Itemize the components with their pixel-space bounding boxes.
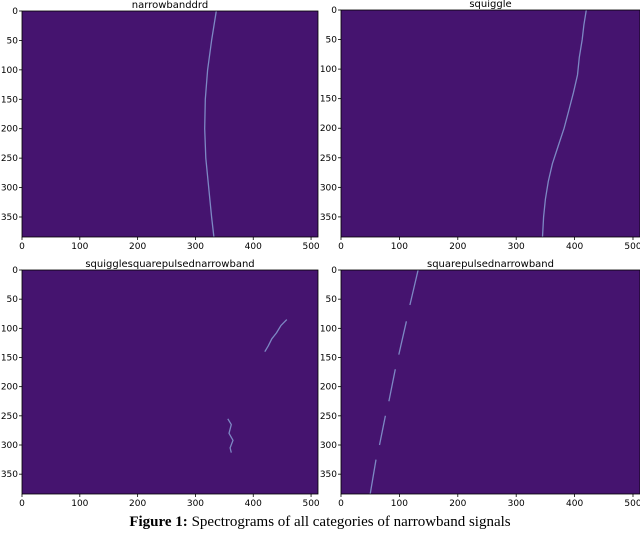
y-tick-label: 350 (1, 213, 18, 223)
axes-frame (21, 10, 319, 238)
y-tick-label: 300 (320, 183, 337, 193)
y-tick-label: 250 (320, 412, 337, 422)
x-tick-label: 500 (624, 499, 640, 509)
x-tick-label: 300 (508, 242, 525, 252)
signal-pulse-4 (378, 415, 387, 446)
y-tick-label: 100 (1, 66, 18, 76)
y-tick-label: 200 (1, 125, 18, 135)
axes-frame (340, 9, 640, 238)
spectrogram-panel-2: squiggle 0 100 200 300 400 500 0 50 100 150 200 250 3… (320, 0, 640, 252)
x-tick-label: 100 (391, 499, 408, 509)
x-tick-label: 200 (129, 242, 146, 252)
x-tick-label: 300 (187, 499, 204, 509)
signal-pulse-3 (388, 369, 396, 402)
x-tick-label: 300 (508, 499, 525, 509)
y-tick-label: 100 (1, 324, 18, 334)
x-tick-label: 0 (19, 499, 25, 509)
y-tick-label: 300 (1, 184, 18, 194)
x-tick-label: 200 (449, 499, 466, 509)
panel-title: squiggle (469, 0, 511, 10)
x-tick-label: 400 (245, 499, 262, 509)
y-tick-label: 200 (320, 124, 337, 134)
y-tick-label: 150 (1, 354, 18, 364)
y-tick-label: 200 (320, 383, 337, 393)
x-tick-label: 400 (566, 242, 583, 252)
y-tick-label: 250 (320, 154, 337, 164)
signal-trace (541, 9, 587, 238)
x-tick-label: 100 (391, 242, 408, 252)
axes-frame (340, 269, 640, 495)
y-tick-label: 250 (1, 154, 18, 164)
y-tick-label: 0 (331, 266, 337, 276)
axes-frame (21, 269, 319, 495)
y-tick-label: 300 (1, 441, 18, 451)
x-tick-label: 500 (302, 242, 319, 252)
spectrogram-panel-3: squigglesquarepulsednarrowband 0 100 200 300… (1, 259, 320, 509)
y-tick-label: 250 (1, 412, 18, 422)
y-tick-label: 50 (326, 36, 338, 46)
y-tick-label: 200 (1, 383, 18, 393)
x-tick-label: 0 (338, 499, 344, 509)
x-tick-label: 400 (566, 499, 583, 509)
y-tick-label: 50 (7, 295, 19, 305)
x-tick-label: 400 (245, 242, 262, 252)
signal-pulse-2 (398, 321, 408, 355)
x-tick-label: 500 (302, 499, 319, 509)
x-tick-label: 0 (338, 242, 344, 252)
y-tick-label: 100 (320, 324, 337, 334)
y-tick-label: 0 (331, 6, 337, 16)
heatmap-area (341, 10, 640, 237)
y-tick-label: 50 (326, 295, 338, 305)
y-tick-label: 350 (1, 470, 18, 480)
y-tick-label: 50 (7, 36, 19, 46)
y-tick-label: 350 (320, 213, 337, 223)
y-tick-label: 0 (12, 266, 18, 276)
y-tick-label: 150 (320, 95, 337, 105)
panel-title: squarepulsednarrowband (427, 259, 554, 270)
x-tick-label: 100 (71, 242, 88, 252)
panel-title: squigglesquarepulsednarrowband (85, 259, 254, 270)
heatmap-area (22, 11, 318, 237)
x-tick-label: 0 (19, 242, 25, 252)
y-tick-label: 100 (320, 65, 337, 75)
panel-title: narrowbanddrd (132, 0, 208, 11)
signal-trace (204, 10, 217, 238)
y-tick-label: 350 (320, 470, 337, 480)
x-tick-label: 200 (449, 242, 466, 252)
heatmap-area (341, 270, 640, 494)
signal-pulse-1 (409, 269, 419, 306)
signal-pulse-5 (369, 459, 377, 495)
x-tick-label: 200 (129, 499, 146, 509)
y-tick-label: 150 (320, 354, 337, 364)
heatmap-area (22, 270, 318, 494)
spectrogram-panel-1: narrowbanddrd 0 100 200 300 400 500 0 50 100 150 20… (1, 0, 320, 252)
y-tick-label: 150 (1, 95, 18, 105)
x-tick-label: 300 (187, 242, 204, 252)
caption-text: Spectrograms of all categories of narrow… (191, 514, 511, 530)
x-tick-label: 500 (624, 242, 640, 252)
signal-pulse-2 (227, 418, 234, 453)
y-tick-label: 0 (12, 7, 18, 17)
spectrogram-panel-4: squarepulsednarrowband 0 100 200 300 400 500 0 5… (320, 259, 640, 509)
figure-caption: Figure 1: Spectrograms of all categories… (0, 514, 640, 531)
figure-label: Figure 1: (129, 514, 188, 530)
x-tick-label: 100 (71, 499, 88, 509)
signal-pulse-1 (264, 319, 288, 353)
y-tick-label: 300 (320, 441, 337, 451)
